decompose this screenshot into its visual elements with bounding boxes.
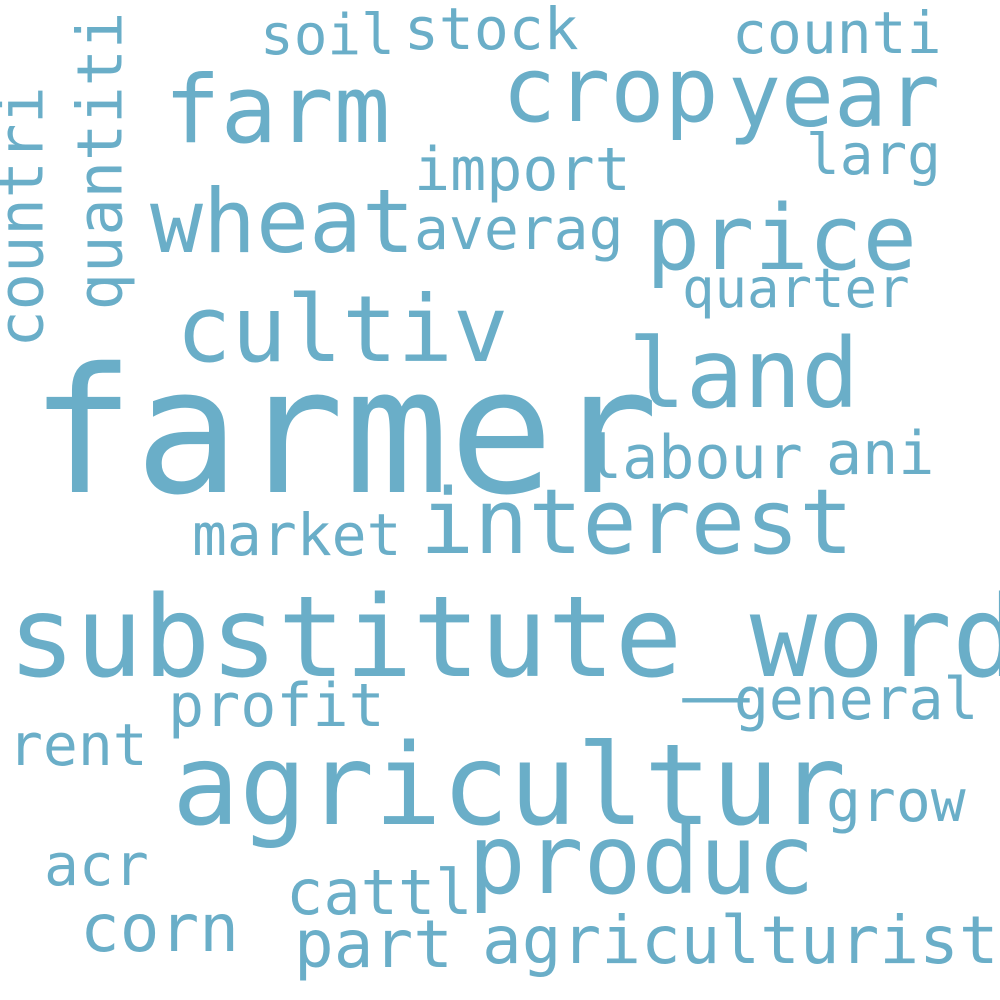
word-cultiv: cultiv [176,276,509,383]
word-price: price [646,186,917,291]
word-cattl: cattl [286,856,473,929]
word-agriculturist: agriculturist [482,902,999,979]
word-stock: stock [404,0,579,63]
word-labour: labour [586,423,803,493]
word-wheat: wheat [150,170,415,273]
word-general: general [734,665,979,733]
word-corn: corn [80,890,239,967]
word-rent: rent [8,711,148,779]
word-agricultur: agricultur [172,721,847,851]
word-farmer: farmer [30,331,659,534]
word-land: land [628,318,860,430]
word-interest: interest [420,470,854,575]
word-quarter: quarter [682,257,910,320]
word-profit: profit [168,671,385,741]
word-market: market [192,501,402,569]
word-import: import [414,135,631,205]
word-grow: grow [826,767,966,835]
word-ani: ani [826,419,935,489]
word-soil: soil [260,3,395,68]
word-part: part [294,906,453,983]
word-farm: farm [164,56,391,165]
word-larg: larg [806,123,941,188]
word-acr: acr [44,831,149,899]
word-quantiti: quantiti [63,11,137,311]
word-countri: countri [0,86,58,348]
word-averag: averag [414,195,624,263]
word-substitute-word: substitute_word [8,573,1000,703]
word-crop: crop [502,38,719,143]
word-counti: counti [732,0,942,67]
word-year: year [728,44,940,147]
word-produc: produc [468,804,815,916]
